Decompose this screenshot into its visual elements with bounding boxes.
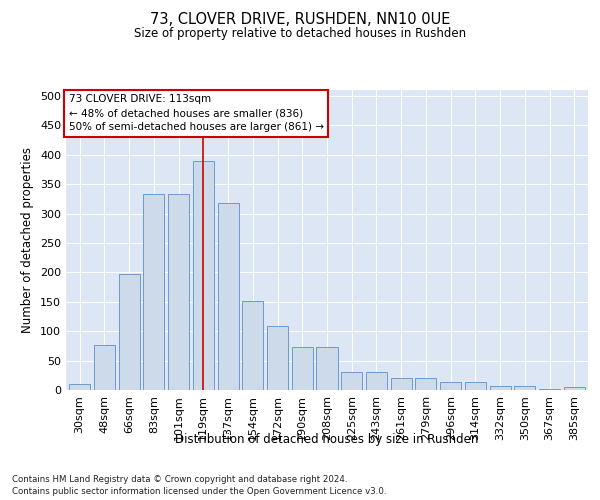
- Bar: [514, 386, 535, 390]
- Bar: [316, 347, 338, 390]
- Bar: [242, 301, 263, 390]
- Bar: [69, 384, 90, 390]
- Text: 73 CLOVER DRIVE: 113sqm
← 48% of detached houses are smaller (836)
50% of semi-d: 73 CLOVER DRIVE: 113sqm ← 48% of detache…: [68, 94, 323, 132]
- Text: Size of property relative to detached houses in Rushden: Size of property relative to detached ho…: [134, 28, 466, 40]
- Bar: [119, 274, 140, 390]
- Bar: [490, 386, 511, 390]
- Bar: [465, 382, 486, 390]
- Bar: [267, 326, 288, 390]
- Bar: [292, 347, 313, 390]
- Bar: [193, 160, 214, 390]
- Bar: [143, 194, 164, 390]
- Bar: [415, 378, 436, 390]
- Text: Distribution of detached houses by size in Rushden: Distribution of detached houses by size …: [175, 432, 479, 446]
- Bar: [539, 389, 560, 390]
- Bar: [564, 387, 585, 390]
- Bar: [366, 372, 387, 390]
- Text: Contains public sector information licensed under the Open Government Licence v3: Contains public sector information licen…: [12, 488, 386, 496]
- Bar: [440, 382, 461, 390]
- Bar: [168, 194, 189, 390]
- Bar: [391, 378, 412, 390]
- Bar: [94, 344, 115, 390]
- Y-axis label: Number of detached properties: Number of detached properties: [22, 147, 34, 333]
- Bar: [218, 203, 239, 390]
- Text: 73, CLOVER DRIVE, RUSHDEN, NN10 0UE: 73, CLOVER DRIVE, RUSHDEN, NN10 0UE: [150, 12, 450, 28]
- Bar: [341, 372, 362, 390]
- Text: Contains HM Land Registry data © Crown copyright and database right 2024.: Contains HM Land Registry data © Crown c…: [12, 475, 347, 484]
